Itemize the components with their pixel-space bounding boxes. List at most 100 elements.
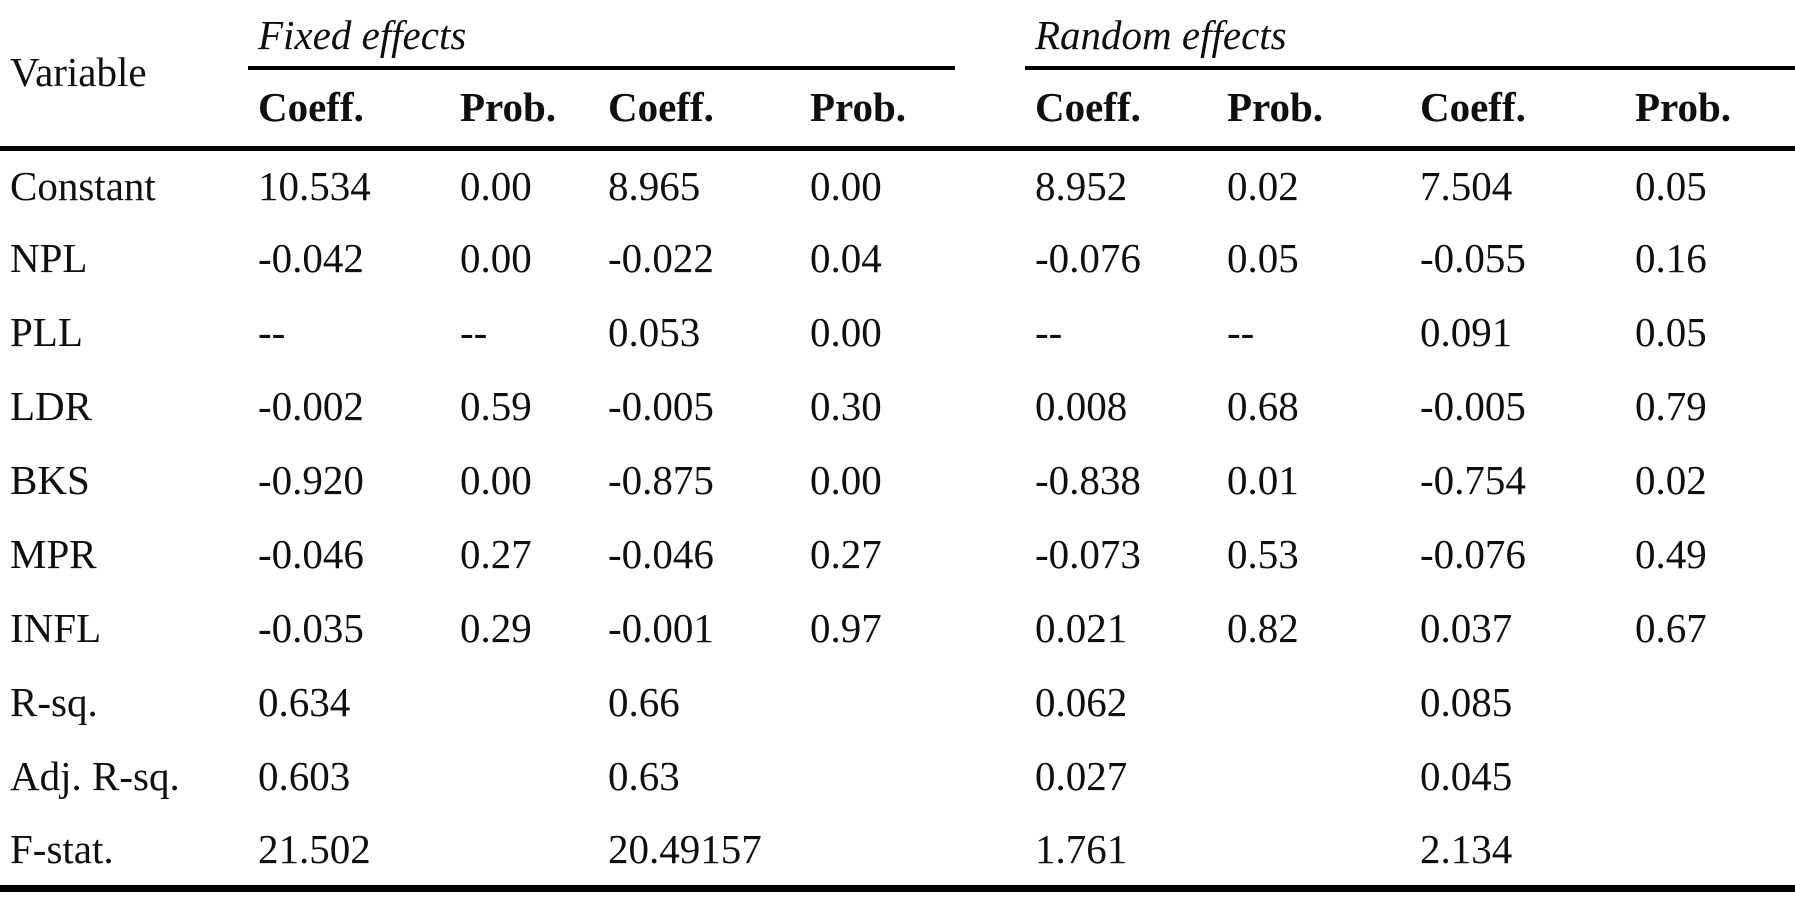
table-cell — [1625, 740, 1795, 814]
table-cell: 1.761 — [1035, 825, 1128, 872]
table-cell: 0.00 — [810, 457, 882, 504]
table-cell: -0.002 — [258, 383, 364, 430]
table-cell: -- — [460, 309, 488, 356]
table-row: PLL -- -- 0.053 0.00 -- -- 0.091 0.05 — [0, 296, 1795, 370]
table-cell: -0.001 — [608, 605, 714, 652]
table-cell: -0.920 — [258, 457, 364, 504]
table-cell: 0.00 — [810, 162, 882, 209]
table-cell — [1625, 666, 1795, 740]
table-row: INFL -0.035 0.29 -0.001 0.97 0.021 0.82 0.037 0.… — [0, 592, 1795, 666]
table-cell: 0.49 — [1635, 531, 1707, 578]
table-row: F-stat. 21.502 20.49157 1.761 2.134 — [0, 814, 1795, 888]
table-cell: 0.062 — [1035, 679, 1128, 726]
table-cell: 10.534 — [258, 162, 371, 209]
table-row: NPL -0.042 0.00 -0.022 0.04 -0.076 0.05 -0.055 0… — [0, 222, 1795, 296]
table-cell: 0.00 — [460, 235, 532, 282]
table-cell: 0.021 — [1035, 605, 1128, 652]
table-cell: 0.63 — [608, 753, 680, 800]
table-cell — [1217, 814, 1410, 888]
table-cell: 0.05 — [1227, 235, 1299, 282]
row-label: PLL — [10, 309, 83, 356]
row-label: R-sq. — [10, 679, 98, 726]
table-cell: 8.952 — [1035, 162, 1128, 209]
table-cell: 0.27 — [810, 531, 882, 578]
row-label: Constant — [10, 162, 156, 209]
table-cell: 0.29 — [460, 605, 532, 652]
fixed-effects-group-header: Fixed effects — [248, 0, 1025, 70]
table-cell: 0.00 — [460, 457, 532, 504]
col-header-re-prob-2: Prob. — [1625, 70, 1795, 151]
table-cell: 0.97 — [810, 605, 882, 652]
table-cell: 7.504 — [1420, 162, 1513, 209]
row-label: BKS — [10, 457, 90, 504]
col-header-fe-prob-2: Prob. — [800, 70, 1025, 151]
table-cell: 0.00 — [810, 309, 882, 356]
table-cell: 0.66 — [608, 679, 680, 726]
table-cell: 0.82 — [1227, 605, 1299, 652]
row-label: F-stat. — [10, 825, 114, 872]
table-cell: 0.59 — [460, 383, 532, 430]
table-cell: 0.16 — [1635, 235, 1707, 282]
row-label: INFL — [10, 605, 102, 652]
col-header-re-prob-1: Prob. — [1217, 70, 1410, 151]
col-header-fe-prob-1: Prob. — [450, 70, 598, 151]
row-label: NPL — [10, 235, 88, 282]
col-header-fe-coeff-1: Coeff. — [248, 70, 450, 151]
fixed-effects-label: Fixed effects — [248, 12, 955, 70]
col-header-fe-coeff-2: Coeff. — [598, 70, 800, 151]
col-header-re-coeff-2: Coeff. — [1410, 70, 1625, 151]
group-header-row: Variable Fixed effects Random effects — [0, 0, 1795, 151]
table-cell: 0.085 — [1420, 679, 1513, 726]
table-row: MPR -0.046 0.27 -0.046 0.27 -0.073 0.53 -0.076 0… — [0, 518, 1795, 592]
table-cell: -- — [1227, 309, 1255, 356]
variable-column-header: Variable — [0, 0, 248, 151]
table-cell: -0.005 — [608, 383, 714, 430]
table-cell: 0.045 — [1420, 753, 1513, 800]
table-cell: 0.091 — [1420, 309, 1513, 356]
row-label: LDR — [10, 383, 92, 430]
table-cell: 0.037 — [1420, 605, 1513, 652]
table-cell: 0.79 — [1635, 383, 1707, 430]
table-cell: 0.603 — [258, 753, 351, 800]
table-cell: -0.055 — [1420, 235, 1526, 282]
table-cell — [1217, 740, 1410, 814]
table-cell: 0.053 — [608, 309, 701, 356]
table-cell: 0.027 — [1035, 753, 1128, 800]
sub-header-row: Coeff. Prob. Coeff. Prob. Coeff. Prob. C… — [0, 70, 1795, 151]
table-cell — [800, 740, 1025, 814]
table-row: LDR -0.002 0.59 -0.005 0.30 0.008 0.68 -0.005 0.… — [0, 370, 1795, 444]
table-cell: 21.502 — [258, 825, 371, 872]
table-cell: 0.008 — [1035, 383, 1128, 430]
table-cell: -0.046 — [258, 531, 364, 578]
table-cell: 0.02 — [1635, 457, 1707, 504]
table-cell: -0.022 — [608, 235, 714, 282]
row-label: Adj. R-sq. — [10, 753, 180, 800]
table-row: BKS -0.920 0.00 -0.875 0.00 -0.838 0.01 -0.754 0… — [0, 444, 1795, 518]
table-cell: 0.04 — [810, 235, 882, 282]
table-cell: 0.68 — [1227, 383, 1299, 430]
table-cell — [450, 814, 598, 888]
table-cell: 0.53 — [1227, 531, 1299, 578]
table-cell: -0.754 — [1420, 457, 1526, 504]
table-cell: 0.01 — [1227, 457, 1299, 504]
table-cell: -0.073 — [1035, 531, 1141, 578]
table-cell: 0.05 — [1635, 162, 1707, 209]
table-cell — [450, 740, 598, 814]
table-cell: 20.49157 — [608, 825, 762, 872]
table-cell: -0.005 — [1420, 383, 1526, 430]
table-cell: 0.05 — [1635, 309, 1707, 356]
table-cell: -0.046 — [608, 531, 714, 578]
table-cell: -0.875 — [608, 457, 714, 504]
table-cell — [800, 814, 1025, 888]
table-cell: -0.076 — [1420, 531, 1526, 578]
table-cell: -- — [1035, 309, 1063, 356]
table-cell: 2.134 — [1420, 825, 1513, 872]
table-cell: -0.035 — [258, 605, 364, 652]
table-cell: 0.02 — [1227, 162, 1299, 209]
table-body: Constant 10.534 0.00 8.965 0.00 8.952 0.02 7.50… — [0, 148, 1795, 888]
table-cell: -0.042 — [258, 235, 364, 282]
table-cell: -0.838 — [1035, 457, 1141, 504]
table-cell — [1625, 814, 1795, 888]
table-cell — [450, 666, 598, 740]
table-cell: 8.965 — [608, 162, 701, 209]
